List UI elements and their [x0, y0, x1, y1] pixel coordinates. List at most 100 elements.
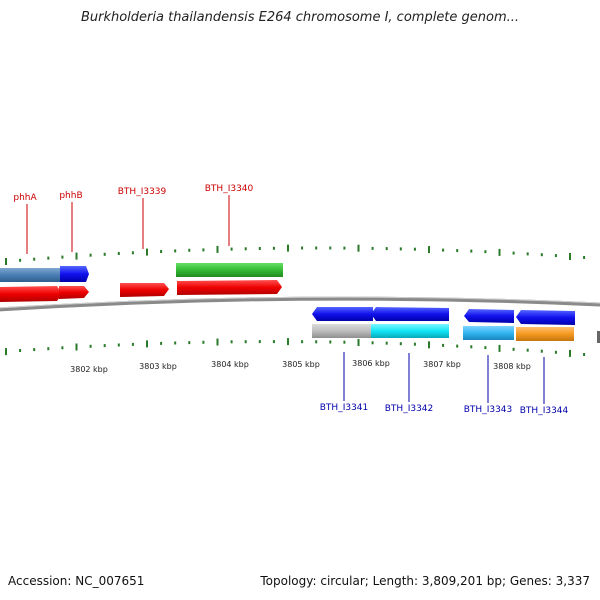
major-tick — [569, 253, 571, 260]
gene-bar-cyan[interactable] — [371, 324, 449, 338]
minor-tick — [526, 348, 529, 352]
lower-gene-labels: BTH_I3341 BTH_I3342 BTH_I3343 BTH_I3344 — [320, 352, 569, 416]
minor-tick — [343, 340, 346, 344]
minor-tick — [554, 254, 557, 258]
accession-text: Accession: NC_007651 — [8, 574, 145, 588]
minor-tick — [526, 252, 529, 256]
minor-tick — [301, 340, 304, 344]
gene-arrow-red-1[interactable] — [0, 286, 62, 302]
minor-tick — [258, 247, 261, 250]
minor-tick — [272, 246, 275, 250]
minor-tick — [202, 340, 205, 344]
upper-tick-row — [5, 244, 586, 265]
minor-tick — [484, 250, 487, 254]
minor-tick — [174, 341, 177, 345]
minor-tick — [371, 341, 374, 345]
minor-tick — [258, 340, 261, 344]
minor-tick — [47, 347, 50, 351]
major-tick — [216, 245, 219, 253]
chromosome-backbone — [0, 296, 600, 312]
gene-arrow-blue-4[interactable] — [516, 310, 575, 325]
gene-bar-orange[interactable] — [516, 327, 574, 341]
major-tick — [357, 339, 360, 346]
scale-label-3807: 3807 kbp — [423, 360, 461, 369]
gene-arrow-blue-3[interactable] — [464, 309, 514, 323]
topology-summary: Topology: circular; Length: 3,809,201 bp… — [260, 574, 590, 588]
minor-tick — [272, 340, 275, 344]
gene-label-BTH_I3340[interactable]: BTH_I3340 — [205, 184, 254, 194]
minor-tick — [329, 340, 332, 344]
major-tick — [75, 343, 78, 351]
minor-tick — [89, 344, 92, 348]
major-tick — [5, 348, 7, 356]
gene-bar-steel-left[interactable] — [0, 268, 62, 282]
major-tick — [498, 344, 501, 352]
gene-bar-green[interactable] — [176, 263, 283, 277]
gene-arrow-blue-upper[interactable] — [60, 266, 89, 282]
lower-tick-row — [5, 338, 586, 357]
major-tick — [357, 244, 360, 252]
scale-label-3806: 3806 kbp — [352, 359, 390, 368]
major-tick — [5, 258, 7, 265]
scale-label-3804: 3804 kbp — [211, 360, 249, 369]
minor-tick — [484, 346, 487, 350]
gene-bar-sky[interactable] — [463, 326, 514, 340]
minor-tick — [131, 342, 134, 346]
minor-tick — [315, 246, 318, 250]
major-tick — [287, 244, 289, 252]
minor-tick — [442, 343, 445, 347]
minor-tick — [329, 246, 332, 250]
gene-arrow-red-3[interactable] — [120, 283, 169, 297]
scale-labels: 3802 kbp 3803 kbp 3804 kbp 3805 kbp 3806… — [70, 359, 531, 374]
minor-tick — [61, 255, 64, 259]
scale-label-3805: 3805 kbp — [282, 360, 320, 369]
minor-tick — [61, 346, 64, 350]
minor-tick — [385, 341, 388, 345]
minor-tick — [117, 343, 120, 347]
minor-tick — [456, 249, 459, 253]
major-tick — [146, 248, 148, 256]
gene-arrow-red-4[interactable] — [177, 280, 282, 295]
major-tick — [569, 349, 571, 357]
minor-tick — [188, 248, 191, 252]
gene-arrow-red-2[interactable] — [59, 286, 89, 299]
minor-tick — [540, 253, 543, 257]
minor-tick — [583, 353, 586, 356]
minor-tick — [230, 247, 233, 251]
gene-label-BTH_I3344[interactable]: BTH_I3344 — [520, 406, 569, 416]
gene-bar-edge-right — [597, 331, 600, 343]
gene-arrow-blue-2[interactable] — [371, 307, 449, 321]
gene-label-BTH_I3339[interactable]: BTH_I3339 — [118, 187, 167, 197]
minor-tick — [47, 256, 50, 260]
gene-bar-grey[interactable] — [312, 324, 372, 338]
minor-tick — [117, 252, 120, 255]
minor-tick — [315, 340, 318, 344]
minor-tick — [399, 342, 402, 346]
minor-tick — [583, 256, 586, 259]
minor-tick — [343, 246, 346, 250]
minor-tick — [512, 251, 515, 255]
minor-tick — [413, 342, 416, 346]
scale-label-3803: 3803 kbp — [139, 362, 177, 371]
gene-label-phhB[interactable]: phhB — [59, 191, 82, 201]
gene-label-BTH_I3343[interactable]: BTH_I3343 — [464, 405, 513, 415]
gene-label-BTH_I3341[interactable]: BTH_I3341 — [320, 403, 369, 413]
minor-tick — [89, 253, 92, 257]
minor-tick — [19, 258, 22, 262]
minor-tick — [385, 247, 388, 251]
upper-gene-labels: phhA phhB BTH_I3339 BTH_I3340 — [13, 184, 254, 254]
major-tick — [216, 338, 219, 346]
minor-tick — [160, 250, 163, 253]
minor-tick — [131, 251, 134, 255]
minor-tick — [512, 347, 515, 351]
minor-tick — [371, 246, 374, 250]
major-tick — [428, 341, 430, 349]
major-tick — [146, 340, 148, 348]
gene-label-BTH_I3342[interactable]: BTH_I3342 — [385, 404, 434, 414]
gene-arrow-blue-1[interactable] — [312, 307, 373, 321]
minor-tick — [103, 252, 106, 256]
minor-tick — [33, 348, 36, 352]
gene-label-phhA[interactable]: phhA — [13, 193, 37, 203]
minor-tick — [470, 249, 473, 253]
